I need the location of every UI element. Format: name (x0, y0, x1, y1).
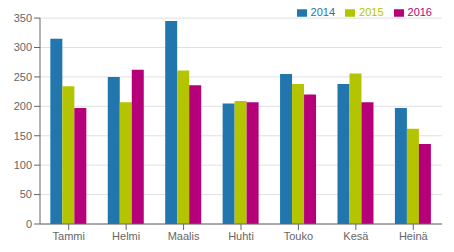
html-text:2014: 2014 (310, 6, 335, 18)
html-text:2015: 2015 (359, 6, 384, 18)
html-text:2016: 2016 (407, 6, 432, 18)
svg-text:0: 0 (26, 218, 32, 230)
svg-text:100: 100 (14, 159, 32, 171)
svg-text:150: 150 (14, 130, 32, 142)
svg-text:Huhti: Huhti (228, 230, 254, 242)
svg-text:300: 300 (14, 41, 32, 53)
svg-text:200: 200 (14, 100, 32, 112)
svg-text:Touko: Touko (284, 230, 313, 242)
svg-text:250: 250 (14, 71, 32, 83)
svg-text:Tammi: Tammi (53, 230, 85, 242)
svg-text:Kesä: Kesä (343, 230, 369, 242)
svg-text:Maalis: Maalis (168, 230, 200, 242)
svg-text:350: 350 (14, 12, 32, 24)
svg-text:50: 50 (20, 188, 32, 200)
svg-text:Heinä: Heinä (399, 230, 429, 242)
svg-text:Helmi: Helmi (112, 230, 140, 242)
